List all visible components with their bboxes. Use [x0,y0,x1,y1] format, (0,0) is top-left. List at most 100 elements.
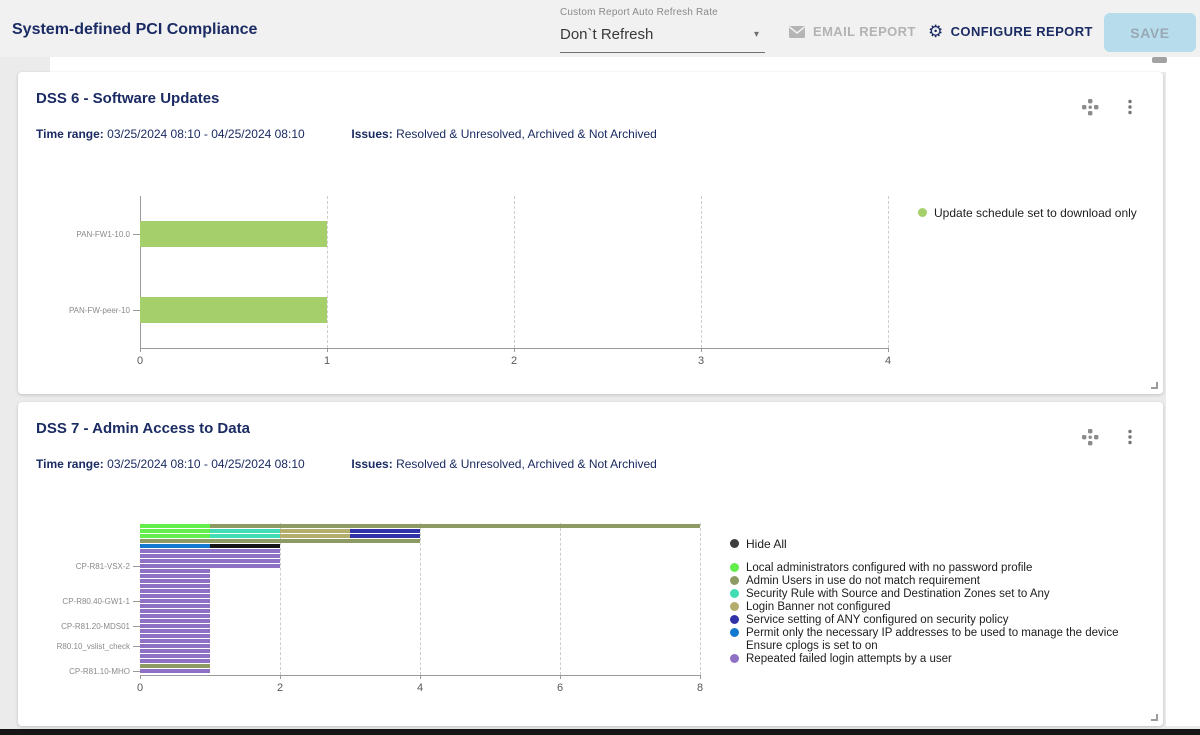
legend-hide-all[interactable]: Hide All [730,538,1118,550]
legend-label: Security Rule with Source and Destinatio… [746,588,1050,600]
legend-item[interactable]: Login Banner not configured [730,601,1118,613]
stacked-bar-row[interactable] [140,664,700,668]
bar-segment-olive [140,539,420,543]
stacked-bar-row[interactable] [140,669,700,673]
save-button[interactable]: SAVE [1104,13,1196,52]
stacked-bar-row[interactable] [140,559,700,563]
legend-item[interactable]: Ensure cplogs is set to on [730,640,1118,652]
stacked-bar-row[interactable] [140,529,700,533]
bar-segment-purple [140,584,210,588]
bar-segment-purple [140,649,210,653]
bar-segment-purple [140,654,210,658]
x-axis-tick-label: 2 [267,682,293,694]
legend-dot [730,589,739,598]
stacked-bar-row[interactable] [140,604,700,608]
bar-segment-purple [140,604,210,608]
bar-segment-green [140,524,210,528]
window-bottom-edge [0,729,1200,735]
y-axis-tick [133,626,140,627]
legend-item[interactable]: Service setting of ANY configured on sec… [730,614,1118,626]
legend-dot [730,602,739,611]
legend-dot [918,208,927,217]
x-axis-tick-label: 4 [875,355,901,367]
chevron-down-icon: ▾ [754,29,759,40]
stacked-bar-row[interactable] [140,524,700,528]
chart-dss6: 01234PAN-FW1-10.0PAN-FW-peer-10Update sc… [18,72,1163,394]
bar-segment-navy [350,534,420,538]
stacked-bar-row[interactable] [140,549,700,553]
gridline [327,196,328,348]
stacked-bar-row[interactable] [140,569,700,573]
y-axis-category-label: CP-R81.10-MHO [24,667,130,676]
bar-segment-black [210,544,280,548]
bar-PAN-FW-peer-10[interactable] [140,297,327,323]
bar-segment-purple [140,549,280,553]
legend-item[interactable]: Permit only the necessary IP addresses t… [730,627,1118,639]
legend-item[interactable]: Admin Users in use do not match requirem… [730,575,1118,587]
stacked-bar-row[interactable] [140,534,700,538]
legend-item[interactable]: Update schedule set to download only [918,207,1137,219]
stacked-bar-row[interactable] [140,649,700,653]
x-axis-tick-label: 0 [127,355,153,367]
stacked-bar-row[interactable] [140,624,700,628]
bar-segment-purple [140,559,280,563]
configure-report-button[interactable]: ⚙ CONFIGURE REPORT [928,24,1093,39]
stacked-bar-row[interactable] [140,644,700,648]
y-axis-category-label: CP-R80.40-GW1-1 [24,597,130,606]
bar-PAN-FW1-10.0[interactable] [140,221,327,247]
stacked-bar-row[interactable] [140,634,700,638]
legend-label: Login Banner not configured [746,601,891,613]
y-axis-tick [133,671,140,672]
legend-dot [730,576,739,585]
stacked-bar-row[interactable] [140,629,700,633]
stacked-bar-row[interactable] [140,639,700,643]
stacked-bar-row[interactable] [140,554,700,558]
legend-item[interactable]: Security Rule with Source and Destinatio… [730,588,1118,600]
x-axis-tick [888,348,889,352]
stacked-bar-row[interactable] [140,589,700,593]
panel-resize-handle[interactable] [1151,714,1158,721]
x-axis-tick-label: 3 [688,355,714,367]
chart-legend: Update schedule set to download only [918,207,1137,219]
y-axis-tick [133,234,140,235]
refresh-rate-select[interactable]: Custom Report Auto Refresh Rate Don`t Re… [560,7,765,53]
legend-dot [730,654,739,663]
stacked-bar-row[interactable] [140,619,700,623]
bar-segment-purple [140,634,210,638]
stacked-bar-row[interactable] [140,539,700,543]
legend-label: Service setting of ANY configured on sec… [746,614,1009,626]
legend-dot [730,615,739,624]
bar-segment-navy [350,529,420,533]
y-axis-category-label: PAN-FW-peer-10 [44,306,130,315]
panel-resize-handle[interactable] [1151,382,1158,389]
x-axis-tick-label: 1 [314,355,340,367]
stacked-bar-row[interactable] [140,584,700,588]
bar-segment-purple [140,554,280,558]
email-report-button[interactable]: EMAIL REPORT [788,24,916,39]
stacked-bar-row[interactable] [140,544,700,548]
stacked-bar-row[interactable] [140,579,700,583]
gridline [514,196,515,348]
stacked-bar-row[interactable] [140,564,700,568]
stacked-bar-row[interactable] [140,594,700,598]
stacked-bar-row[interactable] [140,574,700,578]
y-axis-category-label: PAN-FW1-10.0 [44,230,130,239]
stacked-bar-row[interactable] [140,599,700,603]
chart-dss7: 02468CP-R81-VSX-2CP-R80.40-GW1-1CP-R81.2… [18,402,1163,726]
y-axis-tick [133,646,140,647]
chart-legend: Hide All Local administrators configured … [730,538,1118,666]
legend-item[interactable]: Repeated failed login attempts by a user [730,653,1118,665]
scrollbar-thumb[interactable] [1152,57,1167,63]
y-axis-category-label: CP-R81.20-MDS01 [24,622,130,631]
stacked-bar-row[interactable] [140,659,700,663]
bar-segment-khaki [280,534,350,538]
stacked-bar-row[interactable] [140,614,700,618]
y-axis-category-label: CP-R81-VSX-2 [24,562,130,571]
stacked-bar-row[interactable] [140,609,700,613]
scrollbar-track[interactable] [1166,57,1200,726]
legend-label: Permit only the necessary IP addresses t… [746,627,1118,639]
header-bar: System-defined PCI Compliance Custom Rep… [0,0,1200,57]
bar-segment-teal [210,534,280,538]
legend-item[interactable]: Local administrators configured with no … [730,562,1118,574]
stacked-bar-row[interactable] [140,654,700,658]
